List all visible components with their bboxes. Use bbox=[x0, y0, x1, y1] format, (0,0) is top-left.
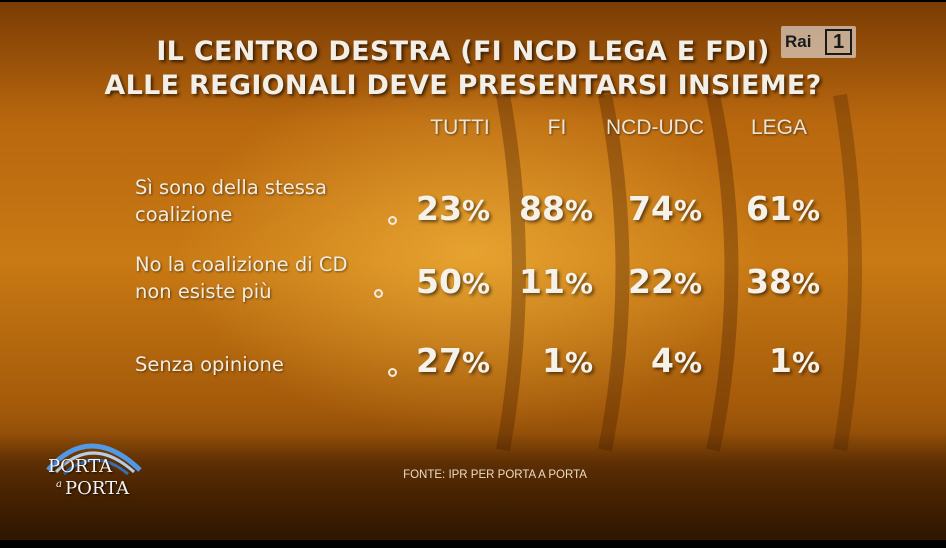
value-unit: % bbox=[673, 194, 702, 227]
logo-text-a: a bbox=[56, 479, 62, 490]
value-cell: 22% bbox=[590, 262, 702, 301]
value-cell: 4% bbox=[590, 341, 702, 380]
value-number: 88 bbox=[519, 189, 565, 228]
row-label-line: coalizione bbox=[135, 203, 233, 226]
value-unit: % bbox=[564, 346, 593, 379]
value-number: 23 bbox=[416, 189, 462, 228]
row-bullet-icon bbox=[388, 216, 397, 225]
column-header: LEGA bbox=[750, 116, 808, 139]
value-number: 4 bbox=[650, 341, 674, 380]
value-number: 74 bbox=[628, 189, 674, 228]
rai-logo-text: Rai bbox=[785, 32, 812, 51]
row-label: Senza opinione bbox=[135, 351, 385, 378]
value-unit: % bbox=[791, 346, 820, 379]
logo-text-porta-1: PORTA bbox=[48, 456, 113, 477]
value-unit: % bbox=[673, 267, 702, 300]
row-label-line: Sì sono della stessa bbox=[135, 176, 328, 199]
column-header: FI bbox=[547, 116, 567, 139]
value-cell: 11% bbox=[481, 262, 593, 301]
value-cell: 23% bbox=[378, 189, 490, 228]
column-header: NCD-UDC bbox=[606, 116, 704, 139]
rai-channel-number: 1 bbox=[825, 29, 852, 55]
value-cell: 38% bbox=[708, 262, 820, 301]
column-header: TUTTI bbox=[430, 116, 490, 139]
value-number: 11 bbox=[519, 262, 565, 301]
value-cell: 1% bbox=[708, 341, 820, 380]
value-unit: % bbox=[564, 267, 593, 300]
value-cell: 74% bbox=[590, 189, 702, 228]
value-cell: 88% bbox=[481, 189, 593, 228]
row-label-line: non esiste più bbox=[135, 280, 272, 303]
row-label-line: Senza opinione bbox=[135, 353, 284, 376]
value-number: 50 bbox=[416, 262, 462, 301]
value-number: 1 bbox=[541, 341, 565, 380]
row-label: No la coalizione di CD non esiste più bbox=[135, 251, 385, 305]
value-cell: 27% bbox=[378, 341, 490, 380]
logo-arc-icon bbox=[46, 443, 142, 476]
value-cell: 50% bbox=[378, 262, 490, 301]
value-number: 38 bbox=[746, 262, 792, 301]
bottom-band bbox=[0, 432, 946, 540]
value-number: 27 bbox=[416, 341, 462, 380]
row-bullet-icon bbox=[374, 289, 383, 298]
chart-title-line-2: ALLE REGIONALI DEVE PRESENTARSI INSIEME? bbox=[104, 70, 822, 101]
row-label-line: No la coalizione di CD bbox=[135, 253, 348, 276]
logo-text-porta-2: PORTA bbox=[65, 478, 130, 499]
rai1-logo: Rai 1 bbox=[781, 26, 856, 58]
value-unit: % bbox=[461, 194, 490, 227]
value-unit: % bbox=[461, 267, 490, 300]
row-label: Sì sono della stessa coalizione bbox=[135, 174, 385, 228]
value-cell: 61% bbox=[708, 189, 820, 228]
value-cell: 1% bbox=[481, 341, 593, 380]
value-unit: % bbox=[791, 194, 820, 227]
source-note: FONTE: IPR PER PORTA A PORTA bbox=[403, 469, 587, 481]
value-number: 22 bbox=[628, 262, 674, 301]
value-unit: % bbox=[673, 346, 702, 379]
chart-title-line-1: IL CENTRO DESTRA (FI NCD LEGA E FDI) bbox=[156, 36, 770, 67]
row-bullet-icon bbox=[388, 368, 397, 377]
value-unit: % bbox=[564, 194, 593, 227]
value-unit: % bbox=[461, 346, 490, 379]
value-number: 61 bbox=[746, 189, 792, 228]
porta-a-porta-logo: PORTA a PORTA bbox=[40, 428, 150, 508]
value-number: 1 bbox=[768, 341, 792, 380]
value-unit: % bbox=[791, 267, 820, 300]
